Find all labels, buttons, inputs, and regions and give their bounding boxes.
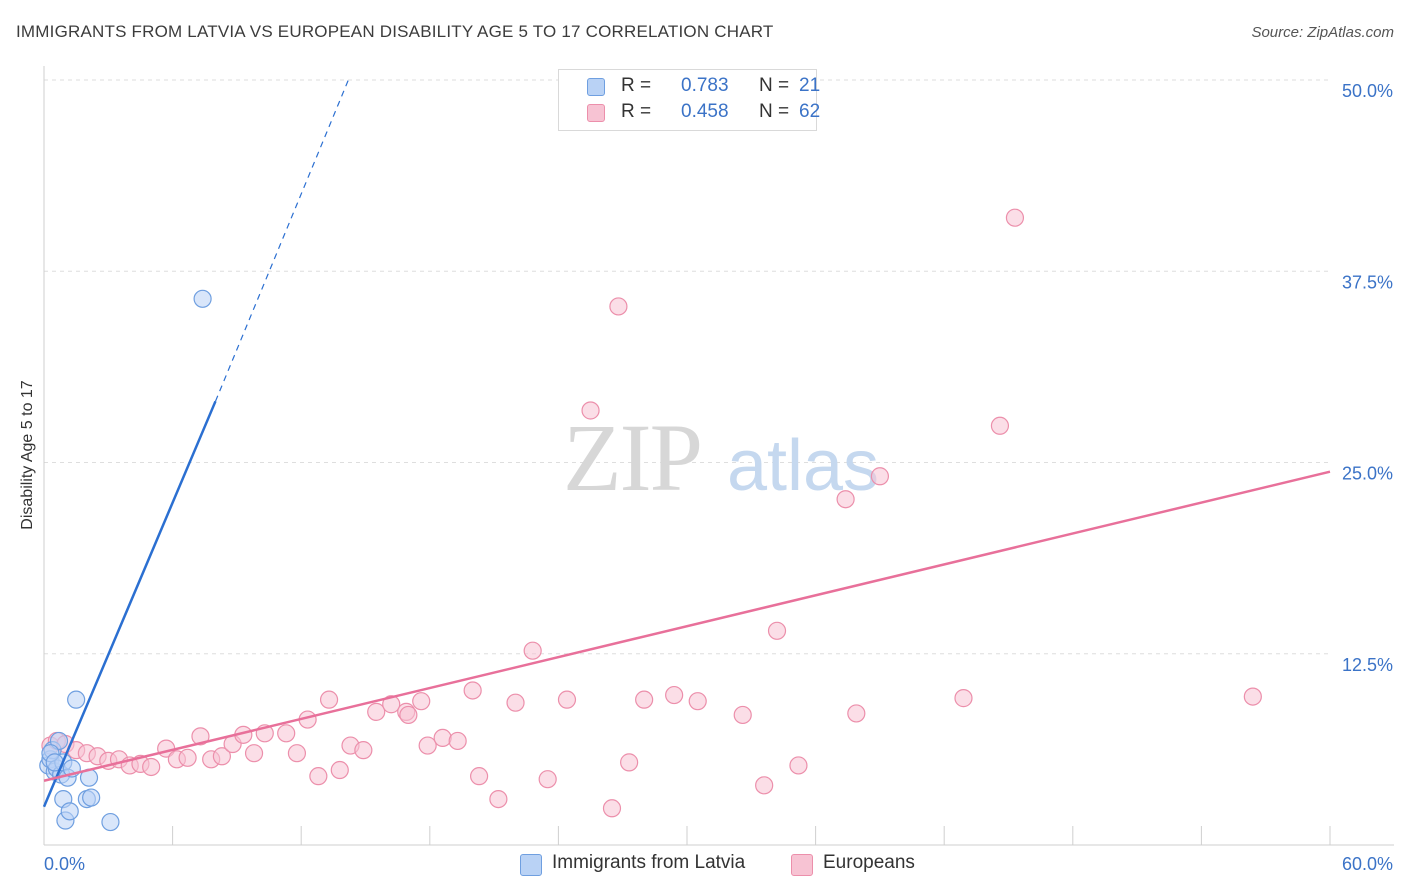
europeans-point [178,748,197,767]
europeans-point [382,695,401,714]
europeans-point [954,689,973,708]
europeans-point [755,776,774,795]
stats-legend: R = 0.783 N = 21 R = 0.458 N = 62 [558,69,821,131]
latvia-trend-extension [214,79,349,402]
europeans-point [367,702,386,721]
chart-title: IMMIGRANTS FROM LATVIA VS EUROPEAN DISAB… [16,22,774,41]
europeans-point [581,401,600,420]
europeans-point [463,681,482,700]
europeans-point [767,621,787,640]
r-label: R = [621,101,652,122]
r-value: 0.458 [681,101,729,122]
europeans-point [244,744,264,763]
tick-labels: 12.5% 25.0% 37.5% 50.0% 0.0% 60.0% [44,81,1393,874]
europeans-point [836,490,855,509]
latvia-swatch [587,78,605,96]
europeans-swatch [587,104,605,122]
europeans-point [506,693,525,712]
europeans-point [469,767,489,786]
europeans-point [399,705,418,725]
axes [43,66,1394,846]
europeans-trend-line [43,470,1331,782]
europeans-point [418,736,437,755]
latvia-trend-line [42,400,217,808]
europeans-point [557,690,577,709]
europeans-point [1005,208,1025,227]
latvia-point [82,788,101,807]
europeans-point [665,685,684,705]
r-label: R = [621,75,652,96]
europeans-point [620,753,639,772]
europeans-point [789,756,808,775]
europeans-point [287,744,307,763]
europeans-point [688,692,707,711]
n-label: N = [759,101,790,122]
latvia-points [39,289,212,832]
europeans-point [733,705,752,725]
y-tick-label: 50.0% [1342,81,1393,101]
europeans-point [330,760,349,780]
y-tick-label: 12.5% [1342,655,1393,675]
europeans-point [1243,687,1262,706]
europeans-point [538,770,557,789]
europeans-point [309,767,328,786]
latvia-point [193,289,212,308]
y-tick-label: 25.0% [1342,464,1393,484]
europeans-point [448,731,467,751]
europeans-point [277,724,296,743]
r-value: 0.783 [681,75,729,96]
europeans-point [489,789,508,809]
watermark-zip: ZIP [563,404,701,511]
europeans-point [412,692,431,711]
europeans-legend-label: Europeans [823,852,915,873]
europeans-point [212,747,231,766]
y-tick-label: 37.5% [1342,272,1393,292]
europeans-point [354,741,373,760]
latvia-point [67,690,86,709]
europeans-point [602,799,622,818]
latvia-point [101,812,120,832]
europeans-point [433,728,452,748]
n-value: 21 [799,75,821,96]
gridlines [44,79,1330,655]
europeans-point [847,704,866,723]
europeans-point [870,467,890,486]
source-credit: Source: ZipAtlas.com [1251,24,1394,41]
europeans-point [609,297,628,316]
watermark: ZIP atlas [563,404,879,511]
latvia-legend-label: Immigrants from Latvia [552,852,746,873]
x-tick-label: 0.0% [44,854,85,874]
watermark-atlas: atlas [727,426,879,506]
europeans-point [319,690,339,709]
trend-lines [42,79,1331,808]
latvia-point [60,802,79,821]
europeans-points [41,208,1262,818]
europeans-point [635,690,654,709]
europeans-point [523,641,542,660]
europeans-point [191,727,210,746]
europeans-legend-swatch [791,854,813,876]
n-value: 62 [799,101,821,122]
latvia-legend-swatch [520,854,542,876]
europeans-point [142,757,161,777]
europeans-point [990,416,1010,435]
x-tick-label: 60.0% [1342,854,1393,874]
n-label: N = [759,75,790,96]
